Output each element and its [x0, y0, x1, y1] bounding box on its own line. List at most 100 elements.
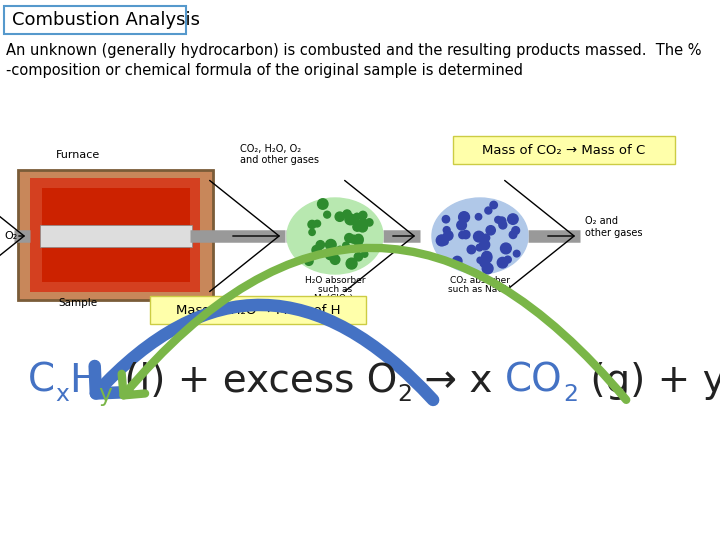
- Text: C: C: [28, 362, 55, 400]
- Circle shape: [480, 258, 489, 267]
- Text: An unknown (generally hydrocarbon) is combusted and the resulting products masse: An unknown (generally hydrocarbon) is co…: [6, 43, 701, 78]
- Circle shape: [359, 211, 367, 219]
- FancyBboxPatch shape: [453, 136, 675, 164]
- Circle shape: [345, 234, 354, 242]
- Text: → x: → x: [413, 362, 505, 400]
- Circle shape: [505, 256, 511, 263]
- Circle shape: [345, 214, 356, 225]
- Circle shape: [462, 231, 470, 239]
- Circle shape: [436, 235, 447, 246]
- Circle shape: [327, 240, 334, 248]
- Circle shape: [456, 220, 467, 230]
- Circle shape: [328, 253, 335, 260]
- Text: Mg(ClO₄)₂: Mg(ClO₄)₂: [313, 294, 357, 303]
- Text: such as: such as: [318, 285, 352, 294]
- Circle shape: [513, 251, 520, 257]
- FancyBboxPatch shape: [40, 225, 192, 247]
- Circle shape: [467, 245, 476, 254]
- Text: (l) + excess O: (l) + excess O: [112, 362, 397, 400]
- Circle shape: [358, 222, 367, 232]
- Circle shape: [498, 258, 508, 268]
- Circle shape: [353, 235, 363, 245]
- Text: y: y: [99, 383, 112, 406]
- Circle shape: [343, 242, 349, 248]
- Text: CO: CO: [505, 362, 563, 400]
- FancyBboxPatch shape: [42, 188, 190, 282]
- FancyArrowPatch shape: [122, 248, 626, 400]
- Ellipse shape: [432, 198, 528, 274]
- Circle shape: [498, 217, 505, 225]
- Circle shape: [474, 231, 485, 242]
- Circle shape: [343, 210, 351, 218]
- Circle shape: [482, 263, 493, 274]
- Ellipse shape: [287, 198, 383, 274]
- FancyBboxPatch shape: [30, 178, 200, 292]
- Text: x: x: [55, 383, 69, 406]
- Circle shape: [354, 220, 364, 229]
- Text: O₂: O₂: [4, 231, 17, 241]
- Circle shape: [482, 234, 490, 241]
- Circle shape: [316, 241, 325, 249]
- Text: Furnace: Furnace: [56, 150, 100, 160]
- FancyBboxPatch shape: [4, 6, 186, 34]
- Circle shape: [442, 215, 449, 223]
- Text: other gases: other gases: [585, 228, 642, 238]
- Circle shape: [325, 239, 336, 250]
- Circle shape: [335, 212, 344, 221]
- FancyBboxPatch shape: [150, 296, 366, 324]
- Circle shape: [442, 239, 448, 245]
- Circle shape: [325, 252, 333, 259]
- Circle shape: [459, 212, 469, 222]
- Circle shape: [486, 226, 495, 235]
- Circle shape: [314, 220, 320, 227]
- Circle shape: [354, 253, 363, 261]
- Text: Combustion Analysis: Combustion Analysis: [12, 11, 200, 29]
- Circle shape: [337, 246, 343, 252]
- Circle shape: [475, 213, 482, 220]
- Text: 2: 2: [563, 383, 578, 406]
- Circle shape: [453, 256, 462, 266]
- Circle shape: [324, 211, 330, 218]
- Circle shape: [508, 214, 518, 224]
- FancyArrowPatch shape: [95, 305, 433, 400]
- Circle shape: [459, 231, 466, 239]
- Circle shape: [477, 257, 483, 263]
- Circle shape: [480, 240, 490, 250]
- Text: 2: 2: [397, 383, 413, 406]
- Circle shape: [476, 244, 483, 251]
- Circle shape: [500, 243, 511, 254]
- Text: Mass of CO₂ → Mass of C: Mass of CO₂ → Mass of C: [482, 144, 646, 157]
- Circle shape: [495, 217, 501, 223]
- Circle shape: [499, 221, 507, 229]
- Circle shape: [349, 236, 357, 243]
- Text: CO₂, H₂O, O₂: CO₂, H₂O, O₂: [240, 144, 301, 154]
- Circle shape: [482, 253, 492, 263]
- Circle shape: [346, 258, 357, 269]
- Circle shape: [318, 199, 328, 209]
- Circle shape: [444, 227, 450, 233]
- Circle shape: [482, 252, 492, 261]
- Circle shape: [359, 219, 366, 226]
- Circle shape: [350, 235, 357, 242]
- Circle shape: [485, 207, 492, 214]
- Text: (g) + y/2: (g) + y/2: [578, 362, 720, 400]
- Text: such as NaOH: such as NaOH: [449, 285, 511, 294]
- Circle shape: [366, 219, 373, 226]
- Circle shape: [354, 234, 363, 243]
- Text: CO₂ absorber: CO₂ absorber: [450, 276, 510, 285]
- Text: H₂O absorber: H₂O absorber: [305, 276, 365, 285]
- Text: Sample: Sample: [58, 298, 98, 308]
- Circle shape: [509, 231, 517, 239]
- Circle shape: [309, 229, 315, 235]
- Circle shape: [353, 222, 361, 231]
- Circle shape: [512, 227, 520, 234]
- Circle shape: [361, 251, 368, 257]
- Circle shape: [305, 257, 313, 265]
- FancyBboxPatch shape: [18, 170, 213, 300]
- Circle shape: [354, 213, 360, 220]
- Text: and other gases: and other gases: [240, 155, 319, 165]
- Circle shape: [444, 231, 453, 240]
- Circle shape: [330, 255, 340, 265]
- Circle shape: [308, 220, 316, 228]
- Circle shape: [490, 201, 498, 209]
